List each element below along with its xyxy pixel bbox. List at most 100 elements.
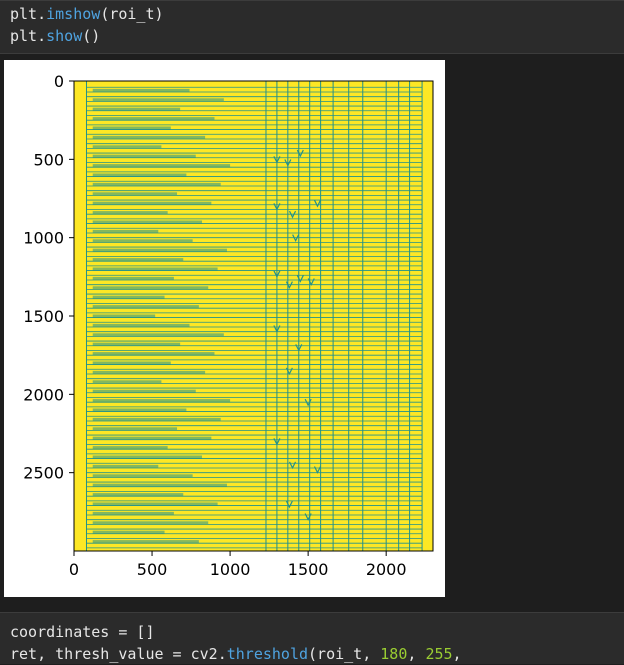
imshow-plot: 0 500 1000 1500 2000 0 500 1000 1500 2000 2500 — [23, 72, 434, 579]
text-block — [92, 173, 187, 177]
code-token-number: 180 — [380, 645, 408, 663]
text-block — [92, 521, 209, 525]
code-line-threshold: ret, thresh_value = cv2.threshold(roi_t,… — [0, 643, 624, 665]
check-mark — [273, 325, 281, 333]
check-mark — [285, 281, 293, 290]
text-block — [92, 417, 221, 421]
text-block — [92, 323, 190, 327]
text-block — [92, 530, 165, 534]
check-mark — [307, 278, 315, 286]
check-mark — [296, 149, 304, 158]
x-tick-label: 1500 — [288, 560, 329, 579]
check-mark — [288, 461, 297, 470]
code-cell-bottom[interactable]: coordinates = [] ret, thresh_value = cv2… — [0, 612, 624, 664]
y-tick-label: 2500 — [23, 464, 64, 483]
text-block — [92, 192, 178, 196]
text-block — [92, 502, 218, 506]
check-mark — [304, 513, 312, 521]
text-block — [92, 483, 227, 487]
text-block — [92, 182, 221, 186]
text-block — [92, 446, 168, 450]
y-tick-label: 500 — [33, 150, 64, 169]
check-mark — [273, 203, 281, 211]
text-block — [92, 145, 162, 149]
text-block — [92, 286, 209, 290]
code-token: plt. — [10, 5, 47, 23]
text-block — [92, 511, 174, 515]
check-mark — [285, 500, 293, 509]
text-block — [92, 361, 171, 365]
y-tick-label: 1500 — [23, 307, 64, 326]
text-block — [92, 464, 159, 468]
code-token: (roi_t) — [100, 5, 164, 23]
text-block — [92, 88, 190, 92]
check-mark — [273, 438, 281, 446]
text-block — [92, 352, 215, 356]
y-tick-label: 1000 — [23, 229, 64, 248]
text-block — [92, 117, 215, 121]
x-tick-label: 500 — [137, 560, 168, 579]
code-token: ret, thresh_value = cv2. — [10, 645, 227, 663]
text-block — [92, 258, 184, 262]
text-block — [92, 427, 178, 431]
text-block — [92, 474, 193, 478]
text-block — [92, 389, 196, 393]
text-block — [92, 107, 181, 111]
y-tick-label: 0 — [54, 72, 64, 91]
cell-output: 0 500 1000 1500 2000 0 500 1000 1500 2000 2500 — [0, 55, 624, 611]
text-block — [92, 436, 212, 440]
check-mark — [285, 367, 293, 376]
code-token: , — [452, 645, 462, 663]
check-mark — [296, 275, 304, 283]
text-block — [92, 98, 224, 102]
check-mark — [292, 234, 300, 243]
code-token: plt. — [10, 27, 47, 45]
code-token-number: 255 — [425, 645, 453, 663]
text-block — [92, 295, 165, 299]
text-block — [92, 380, 162, 384]
text-block — [92, 267, 218, 271]
code-token-function: show — [46, 27, 83, 45]
check-mark — [273, 156, 281, 164]
code-token-function: imshow — [46, 5, 101, 23]
text-block — [92, 276, 174, 280]
text-block — [92, 540, 199, 544]
code-token: , — [407, 645, 426, 663]
text-block — [92, 239, 193, 243]
text-block — [92, 370, 206, 374]
check-mark — [295, 344, 303, 352]
check-mark — [288, 210, 297, 219]
text-block — [92, 220, 202, 224]
text-block — [92, 164, 231, 168]
y-tick-label: 2000 — [23, 385, 64, 404]
text-block — [92, 333, 224, 337]
x-tick-label: 1000 — [210, 560, 251, 579]
check-mark — [313, 199, 322, 208]
code-token: coordinates = [] — [10, 623, 155, 641]
text-block — [92, 154, 196, 158]
code-line-show: plt.show() — [0, 25, 624, 47]
text-block — [92, 135, 206, 139]
text-block — [92, 408, 187, 412]
check-mark — [273, 270, 281, 279]
code-token: () — [82, 27, 101, 45]
text-block — [92, 455, 202, 459]
text-block — [92, 305, 199, 309]
text-block — [92, 399, 231, 403]
code-token: (roi_t, — [308, 645, 381, 663]
code-line-imshow: plt.imshow(roi_t) — [0, 3, 624, 25]
check-mark — [304, 398, 312, 407]
text-block — [92, 342, 181, 346]
plot-figure: 0 500 1000 1500 2000 0 500 1000 1500 2000 2500 — [4, 60, 445, 597]
text-block — [92, 211, 168, 215]
x-tick-label: 2000 — [366, 560, 407, 579]
text-block — [92, 248, 227, 252]
check-mark — [313, 466, 322, 474]
code-token-function: threshold — [226, 645, 309, 663]
text-block — [92, 201, 212, 205]
text-block — [92, 126, 171, 130]
text-block — [92, 229, 159, 233]
x-tick-label: 0 — [69, 560, 79, 579]
text-block — [92, 493, 184, 497]
code-cell-top[interactable]: plt.imshow(roi_t) plt.show() — [0, 0, 624, 54]
